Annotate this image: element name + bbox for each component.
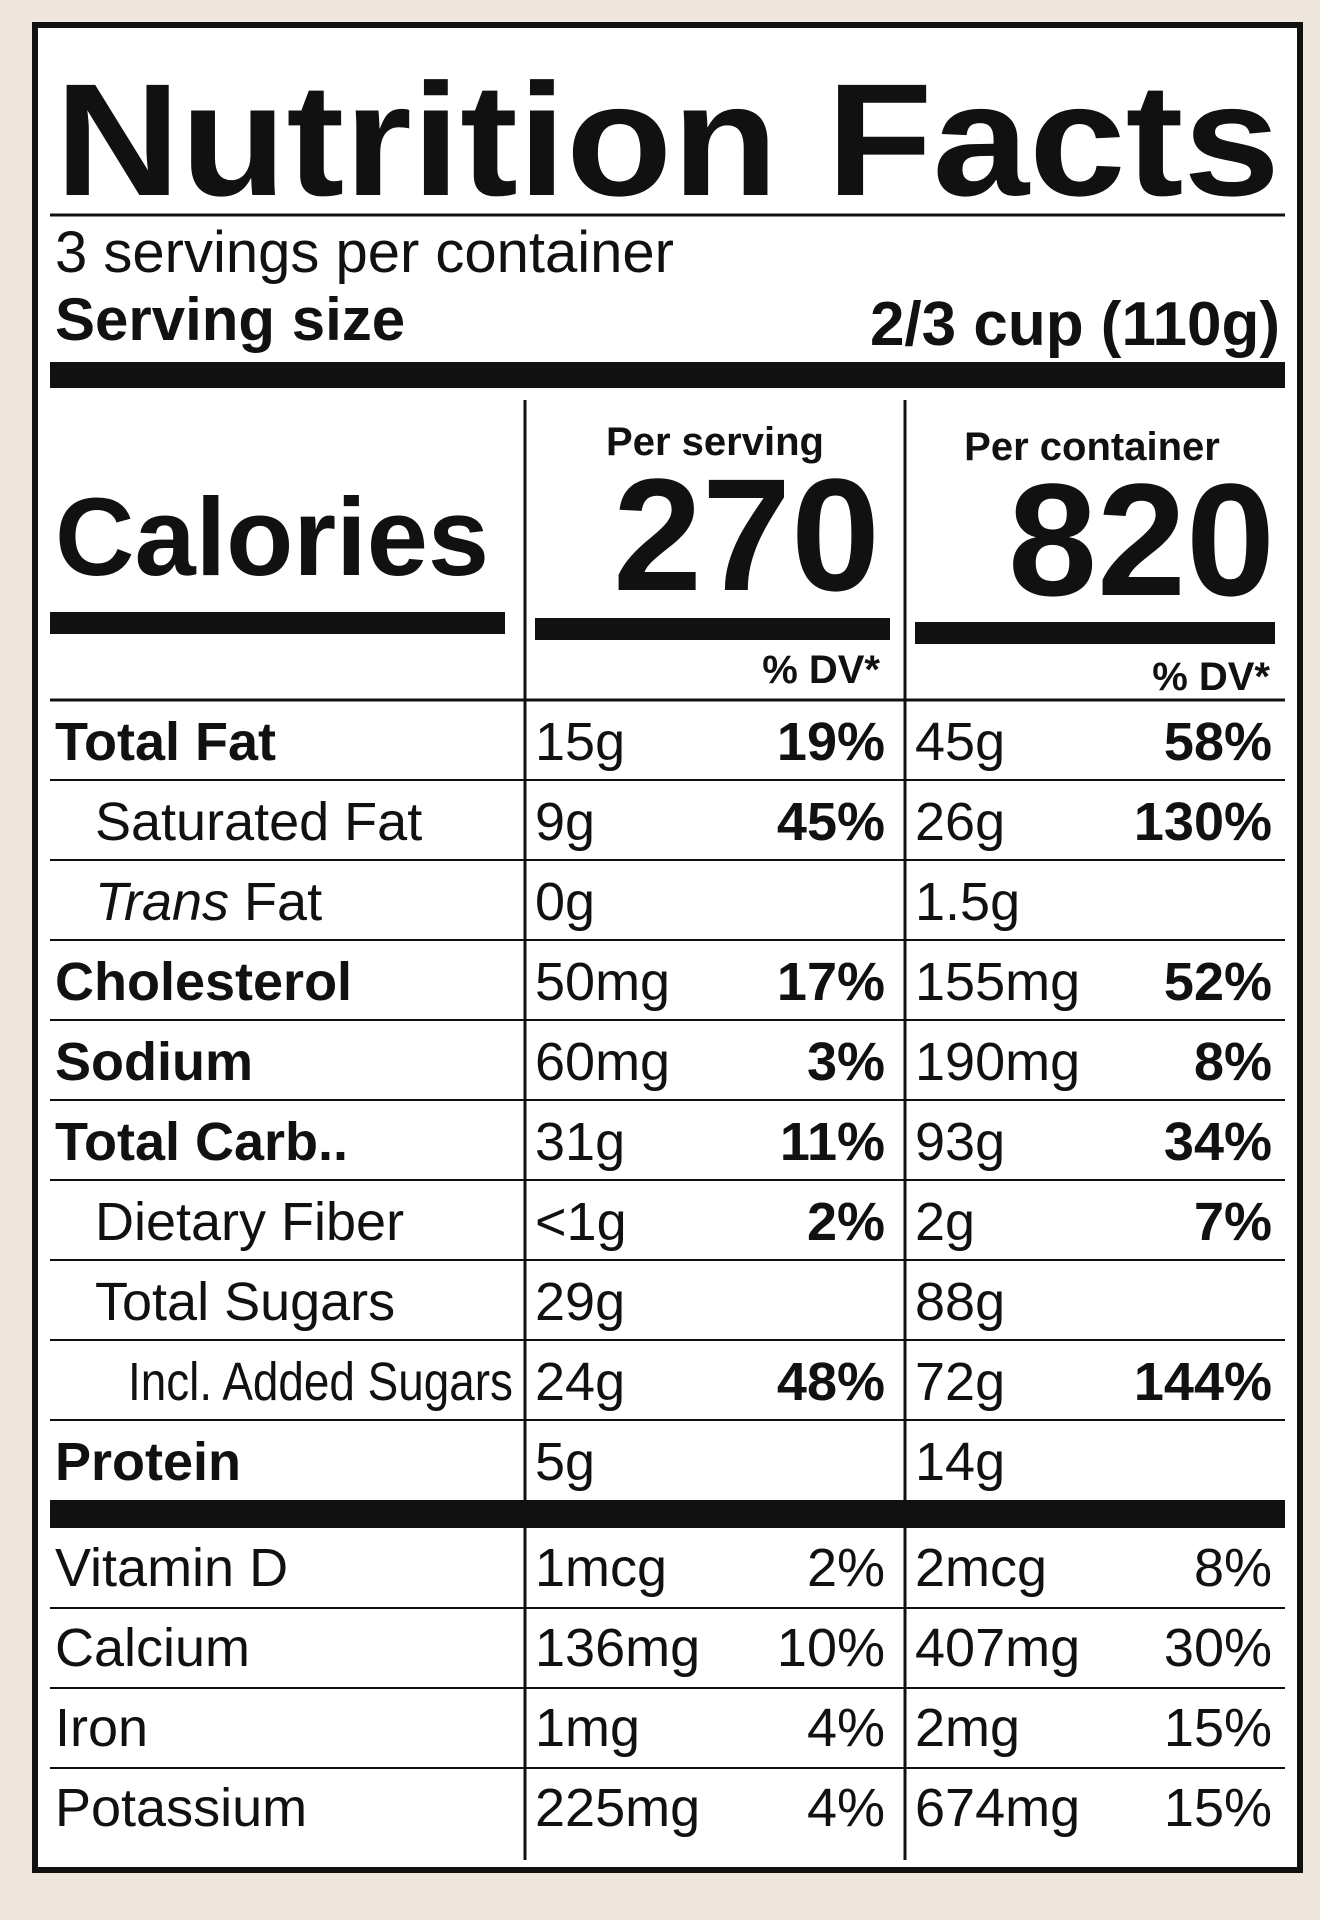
percent-dv: 4%: [807, 1698, 885, 1758]
nutrient-name-text: Dietary Fiber: [95, 1192, 404, 1252]
nutrient-name-text: Saturated Fat: [95, 792, 422, 852]
nutrient-name-text: Total Carb..: [55, 1112, 348, 1172]
percent-dv: 30%: [1164, 1618, 1272, 1678]
thick-rule: [535, 618, 890, 640]
amount: <1g: [535, 1192, 627, 1252]
thick-rule: [50, 362, 1285, 388]
nutrient-name-text: Sodium: [55, 1032, 253, 1092]
amount: 88g: [915, 1272, 1005, 1332]
label-box: [32, 22, 1303, 1873]
percent-dv: 15%: [1164, 1778, 1272, 1838]
amount: 14g: [915, 1432, 1005, 1492]
percent-dv: 19%: [777, 712, 885, 772]
calories-label: Calories: [55, 476, 489, 599]
amount: 674mg: [915, 1778, 1080, 1838]
vitamin-name: Iron: [55, 1698, 148, 1758]
amount: 9g: [535, 792, 595, 852]
dv-header: % DV*: [762, 648, 880, 692]
dv-header: % DV*: [1152, 655, 1270, 699]
amount: 2mcg: [915, 1538, 1047, 1598]
vitamin-name: Potassium: [55, 1778, 307, 1838]
title: Nutrition Facts: [55, 50, 1280, 229]
percent-dv: 15%: [1164, 1698, 1272, 1758]
nutrient-name-text: Cholesterol: [55, 952, 352, 1012]
amount: 190mg: [915, 1032, 1080, 1092]
percent-dv: 3%: [807, 1032, 885, 1092]
amount: 60mg: [535, 1032, 670, 1092]
nutrient-name: Total Carb..: [55, 1112, 348, 1172]
nutrient-name: Trans Fat: [95, 872, 322, 932]
calories-value: 820: [1008, 450, 1275, 629]
percent-dv: 17%: [777, 952, 885, 1012]
nutrient-name: Dietary Fiber: [95, 1192, 404, 1252]
amount: 50mg: [535, 952, 670, 1012]
vitamin-name: Vitamin D: [55, 1538, 288, 1598]
percent-dv: 144%: [1134, 1352, 1272, 1412]
percent-dv: 45%: [777, 792, 885, 852]
column-header: Per container: [964, 425, 1220, 469]
percent-dv: 7%: [1194, 1192, 1272, 1252]
amount: 26g: [915, 792, 1005, 852]
nutrient-name-italic: Trans: [95, 872, 229, 932]
vitamin-name: Calcium: [55, 1618, 250, 1678]
percent-dv: 58%: [1164, 712, 1272, 772]
amount: 1mg: [535, 1698, 640, 1758]
amount: 31g: [535, 1112, 625, 1172]
serving-size-value: 2/3 cup (110g): [870, 290, 1280, 359]
serving-size-label: Serving size: [55, 286, 405, 353]
percent-dv: 4%: [807, 1778, 885, 1838]
nutrient-name-text: Total Sugars: [95, 1272, 395, 1332]
nutrient-name: Total Fat: [55, 712, 276, 772]
nutrient-name: Incl. Added Sugars: [128, 1352, 513, 1412]
amount: 72g: [915, 1352, 1005, 1412]
amount: 2g: [915, 1192, 975, 1252]
amount: 225mg: [535, 1778, 700, 1838]
amount: 93g: [915, 1112, 1005, 1172]
nutrient-name-text: Fat: [244, 872, 322, 932]
percent-dv: 2%: [807, 1192, 885, 1252]
amount: 24g: [535, 1352, 625, 1412]
nutrient-name-text: Incl. Added Sugars: [128, 1352, 513, 1412]
amount: 45g: [915, 712, 1005, 772]
thick-rule: [50, 1500, 1285, 1528]
nutrient-name: Cholesterol: [55, 952, 352, 1012]
nutrient-name: Protein: [55, 1432, 241, 1492]
percent-dv: 10%: [777, 1618, 885, 1678]
percent-dv: 48%: [777, 1352, 885, 1412]
calories-value: 270: [613, 445, 880, 624]
nutrient-name: Total Sugars: [95, 1272, 395, 1332]
percent-dv: 8%: [1194, 1032, 1272, 1092]
amount: 1mcg: [535, 1538, 667, 1598]
nutrient-name-text: Total Fat: [55, 712, 276, 772]
column-header: Per serving: [606, 420, 824, 464]
amount: 1.5g: [915, 872, 1020, 932]
amount: 5g: [535, 1432, 595, 1492]
nutrient-name: Sodium: [55, 1032, 253, 1092]
amount: 0g: [535, 872, 595, 932]
amount: 136mg: [535, 1618, 700, 1678]
percent-dv: 34%: [1164, 1112, 1272, 1172]
percent-dv: 11%: [780, 1112, 885, 1172]
amount: 29g: [535, 1272, 625, 1332]
thick-rule: [50, 612, 505, 634]
nutrient-name-text: Protein: [55, 1432, 241, 1492]
percent-dv: 52%: [1164, 952, 1272, 1012]
nutrient-rows: Total Fat 15g 19% 45g 58% Saturated Fat 9g 45% 2…: [50, 712, 1285, 1838]
amount: 15g: [535, 712, 625, 772]
amount: 2mg: [915, 1698, 1020, 1758]
thick-rule: [915, 622, 1275, 644]
percent-dv: 2%: [807, 1538, 885, 1598]
servings: 3 servings per container: [55, 220, 674, 285]
percent-dv: 8%: [1194, 1538, 1272, 1598]
amount: 155mg: [915, 952, 1080, 1012]
amount: 407mg: [915, 1618, 1080, 1678]
percent-dv: 130%: [1134, 792, 1272, 852]
nutrient-name: Saturated Fat: [95, 792, 422, 852]
